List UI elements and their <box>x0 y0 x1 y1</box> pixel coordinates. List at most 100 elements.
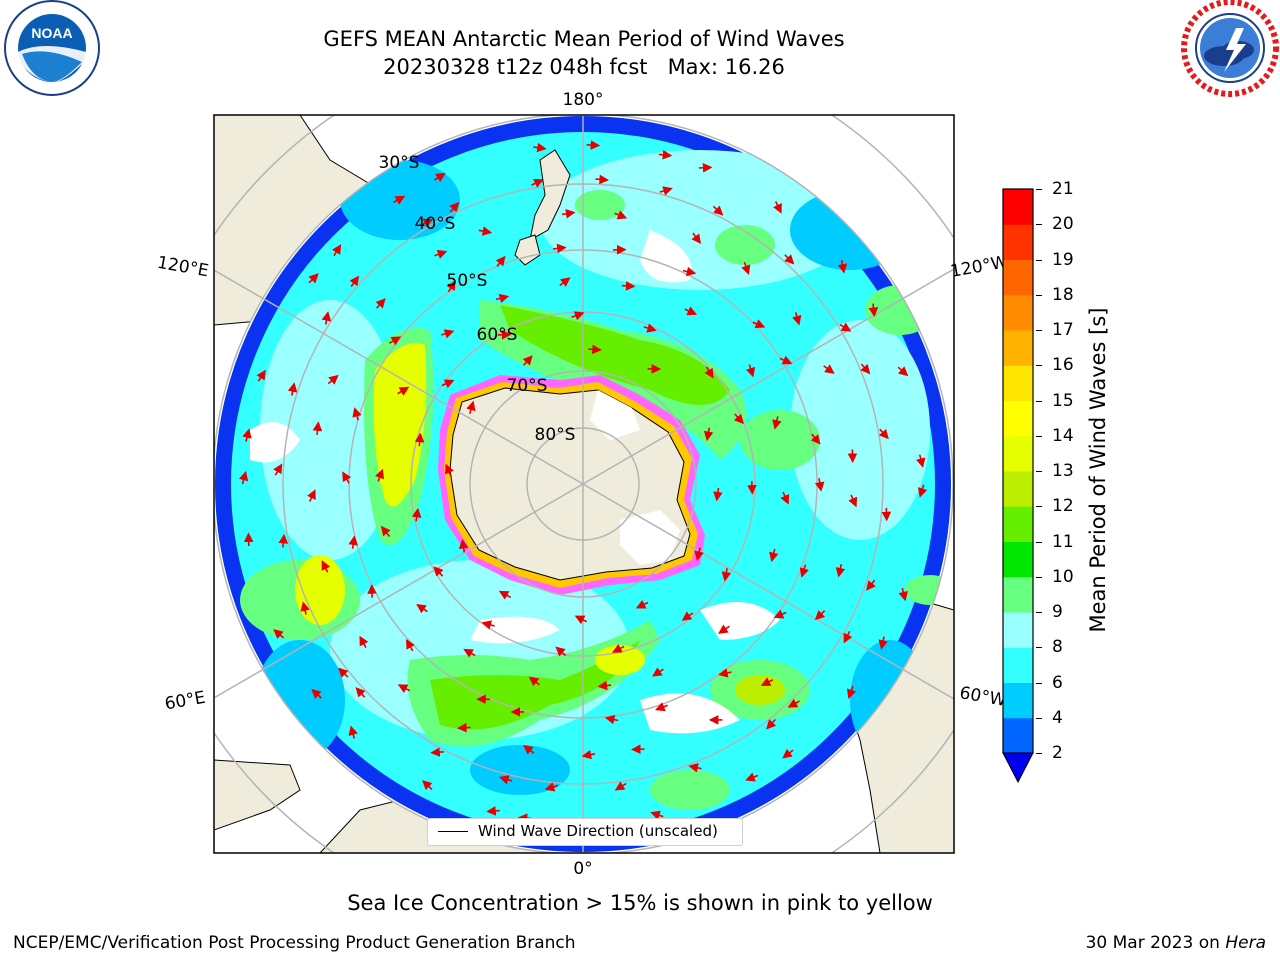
antarctica <box>438 375 705 595</box>
wave-direction-arrow <box>635 599 649 609</box>
wave-direction-arrow <box>860 363 871 375</box>
wave-direction-arrow <box>799 564 809 578</box>
colorbar-tick-label: 19 <box>1052 249 1074 270</box>
wave-direction-arrow <box>868 303 879 318</box>
wave-direction-arrow <box>688 763 702 773</box>
colorbar-tick-label: 12 <box>1052 496 1074 517</box>
wave-direction-arrow <box>392 195 406 205</box>
wave-direction-arrow <box>446 280 456 293</box>
colorbar-segment <box>1003 365 1033 401</box>
colorbar-segment <box>1003 224 1033 260</box>
wave-direction-arrow <box>498 590 512 600</box>
colorbar-tick-mark <box>1036 682 1042 684</box>
wave-direction-arrow <box>878 428 889 440</box>
chart-title-line1: GEFS MEAN Antarctic Mean Period of Wind … <box>323 27 845 51</box>
wave-direction-arrow <box>597 680 612 691</box>
colorbar-tick-mark <box>1036 189 1042 190</box>
wave-direction-arrow <box>586 140 601 150</box>
wave-direction-arrow <box>449 201 460 213</box>
footer-date: 30 Mar 2023 on Hera <box>1086 933 1266 953</box>
wave-direction-arrow <box>792 312 802 326</box>
wave-direction-arrow <box>741 261 751 276</box>
svg-text:NOAA: NOAA <box>31 25 72 41</box>
wave-direction-arrow <box>898 587 908 602</box>
wave-direction-arrow <box>397 386 410 396</box>
colorbar-segment <box>1003 717 1033 754</box>
wave-direction-arrow <box>712 205 724 216</box>
wave-direction-arrow <box>718 668 732 678</box>
land-inner <box>514 149 571 266</box>
chart-title-line2: 20230328 t12z 048h fcst Max: 16.26 <box>383 55 785 79</box>
wave-direction-arrow <box>810 433 821 445</box>
sea-ice-caption: Sea Ice Concentration > 15% is shown in … <box>347 891 933 915</box>
wave-direction-arrow <box>631 744 645 754</box>
wave-direction-arrow <box>823 364 835 374</box>
colorbar-tick-mark <box>1036 224 1042 226</box>
colorbar-tick-mark <box>1036 259 1042 261</box>
wave-direction-arrow <box>713 487 723 502</box>
wave-direction-arrow <box>300 601 310 615</box>
wave-direction-arrow <box>321 560 331 573</box>
wave-direction-arrow <box>311 688 322 699</box>
wave-direction-arrow <box>523 744 535 755</box>
wave-direction-arrow <box>745 772 759 782</box>
lon-label-180: 180° <box>563 90 604 110</box>
wave-direction-arrow <box>769 548 779 563</box>
colorbar-tick-label: 10 <box>1052 566 1074 587</box>
wave-direction-arrow <box>433 172 446 183</box>
wave-direction-arrow <box>682 266 697 277</box>
wave-direction-arrow <box>581 749 596 760</box>
wave-direction-arrow <box>273 629 285 640</box>
map-frame <box>213 114 955 854</box>
colorbar-extend-triangle <box>1002 752 1034 784</box>
wave-direction-arrow <box>782 748 794 759</box>
wind-wave-arrows <box>238 140 928 827</box>
colorbar-tick-mark <box>1036 435 1042 437</box>
wave-direction-arrow <box>380 525 391 538</box>
wave-direction-arrow <box>588 344 602 355</box>
wave-direction-arrow <box>848 494 858 508</box>
wave-direction-arrow <box>389 336 402 346</box>
colorbar-tick-mark <box>1036 717 1042 719</box>
wave-direction-arrow <box>531 179 544 188</box>
wave-direction-arrow <box>561 209 576 219</box>
wave-direction-arrow <box>595 174 609 185</box>
wave-direction-arrow <box>612 643 625 653</box>
colorbar-segment <box>1003 189 1033 225</box>
colorbar-tick-label: 16 <box>1052 355 1074 376</box>
colorbar-segment <box>1003 647 1033 683</box>
colorbar-tick-label: 4 <box>1052 707 1063 728</box>
wave-direction-arrow <box>321 311 332 325</box>
lon-label-120e: 120°E <box>156 253 210 282</box>
wave-direction-arrow <box>659 186 673 196</box>
colorbar-segment <box>1003 541 1033 578</box>
wave-direction-arrow <box>481 620 495 630</box>
lat-label-70s: 70°S <box>507 376 548 396</box>
wave-direction-arrow <box>721 568 732 582</box>
wave-direction-arrow <box>374 468 384 482</box>
colorbar-tick-label: 8 <box>1052 637 1063 658</box>
wave-direction-arrow <box>694 547 704 561</box>
wave-direction-arrow <box>787 698 800 708</box>
wave-direction-arrow <box>555 646 567 657</box>
wave-direction-arrow <box>397 684 411 694</box>
lon-label-0: 0° <box>573 859 592 879</box>
wave-direction-arrow <box>784 254 795 265</box>
wave-direction-arrow <box>837 260 848 274</box>
colorbar-tick-label: 13 <box>1052 461 1074 481</box>
lon-label-60e: 60°E <box>163 688 207 715</box>
colorbar-tick-label: 9 <box>1052 602 1063 622</box>
wave-direction-arrow <box>916 454 926 468</box>
wave-direction-arrow <box>544 782 559 792</box>
wave-direction-arrow <box>406 639 415 652</box>
wave-direction-arrow <box>773 609 787 619</box>
wave-direction-arrow <box>359 635 369 648</box>
wave-direction-arrow <box>352 407 362 421</box>
wave-direction-arrow <box>655 702 668 712</box>
colorbar-segment <box>1003 682 1033 719</box>
wave-direction-arrow <box>411 507 422 522</box>
wave-direction-arrow <box>495 255 506 267</box>
legend-line-sample <box>438 831 468 832</box>
wave-direction-arrow <box>463 648 476 658</box>
